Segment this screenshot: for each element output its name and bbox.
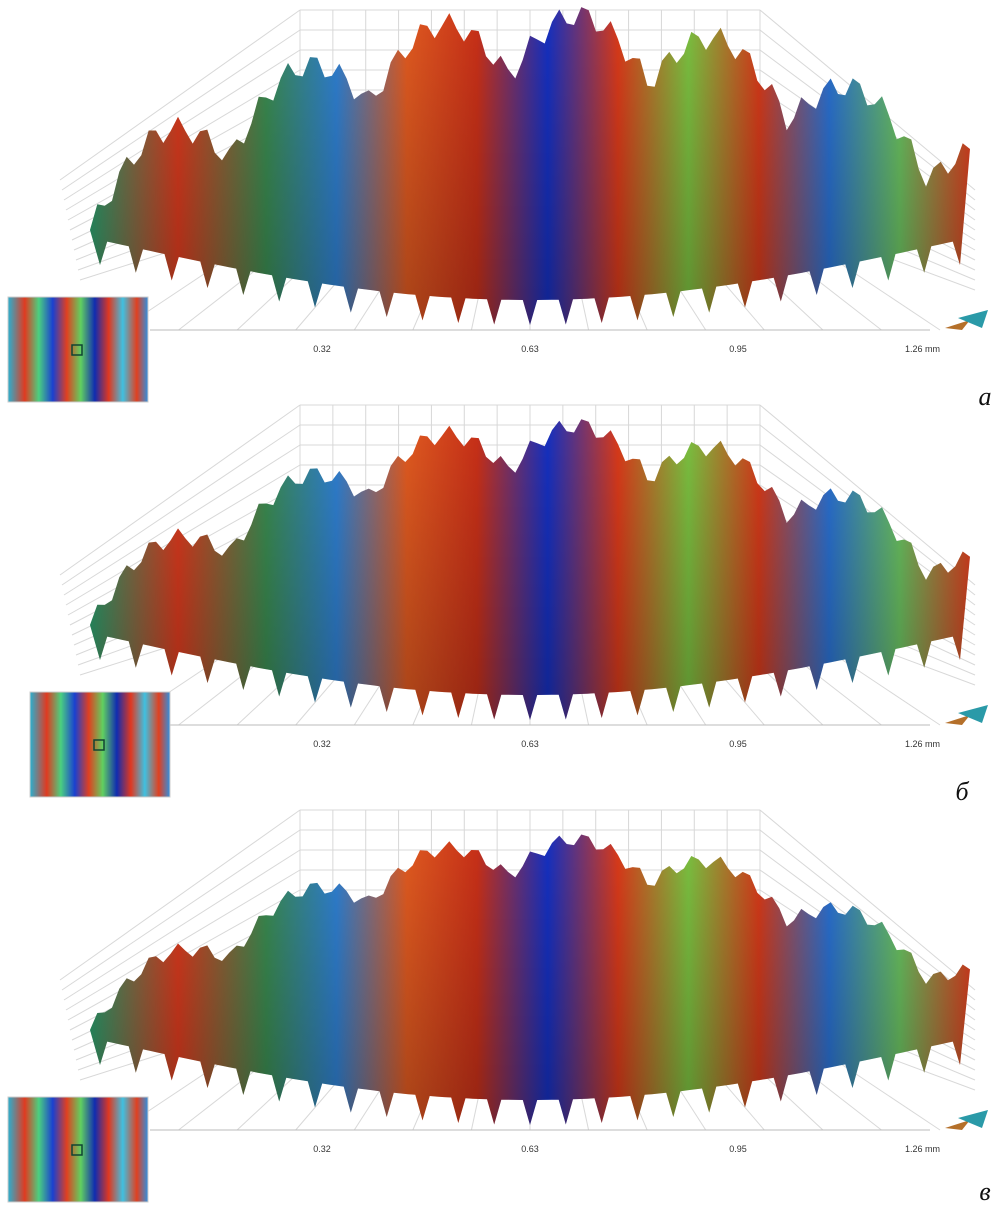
x-tick-label: 0.63 [521,739,539,749]
thumbnail [30,692,170,797]
x-tick-label: 0.32 [313,344,331,354]
panel-label: б [955,777,969,806]
surface-panel: 0.32 0.63 0.95 1.26 mm б [30,405,988,806]
x-tick-label: 1.26 mm [905,344,940,354]
figure: 0.32 0.63 0.95 1.26 mm a 0.32 0.63 0.95 1.26 mm б… [0,0,998,1207]
orientation-icon [945,1120,970,1130]
surface-shade [90,419,970,720]
x-tick-label: 0.32 [313,1144,331,1154]
surface-shade [90,835,970,1126]
thumbnail [8,297,148,402]
panel-label: a [979,382,992,411]
surface-panel: 0.32 0.63 0.95 1.26 mm a [8,7,992,411]
panel-label: в [979,1177,990,1206]
surface-shade [90,7,970,325]
orientation-icon [945,320,970,330]
x-tick-label: 0.32 [313,739,331,749]
x-tick-label: 0.95 [729,344,747,354]
surface-panel: 0.32 0.63 0.95 1.26 mm в [8,810,991,1206]
x-tick-label: 1.26 mm [905,739,940,749]
x-tick-label: 0.95 [729,739,747,749]
x-tick-label: 0.95 [729,1144,747,1154]
orientation-icon [945,715,970,725]
thumbnail [8,1097,148,1202]
x-tick-label: 0.63 [521,1144,539,1154]
x-tick-label: 1.26 mm [905,1144,940,1154]
x-tick-label: 0.63 [521,344,539,354]
